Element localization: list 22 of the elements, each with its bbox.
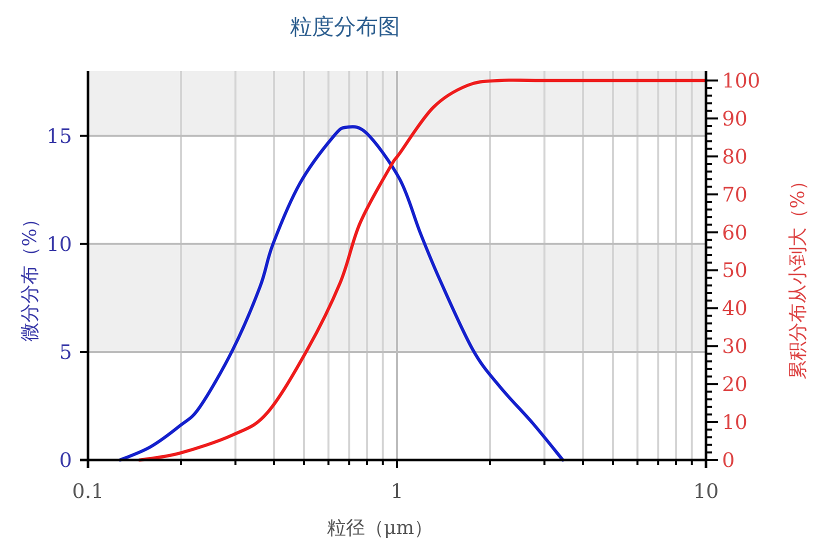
y-tick-label: 10 [46,232,72,256]
y2-tick-label: 100 [722,68,760,92]
y2-axis-title: 累积分布从小到大（%） [787,171,809,380]
x-tick-label: 1 [390,479,404,503]
chart-title: 粒度分布图 [290,15,400,40]
y2-tick-label: 10 [722,410,748,434]
y2-tick-label: 20 [722,372,748,396]
y-tick-label: 5 [59,340,72,364]
y2-tick-label: 30 [722,334,748,358]
y-axis-title: 微分分布（%） [19,209,41,342]
x-tick-label: 0.1 [72,479,104,503]
x-tick-label: 10 [693,479,719,503]
y2-tick-label: 60 [722,220,748,244]
y-tick-label: 15 [46,124,72,148]
y2-tick-label: 80 [722,144,748,168]
y2-tick-label: 90 [722,106,748,130]
y2-tick-label: 50 [722,258,748,282]
y2-tick-label: 0 [722,448,735,472]
x-axis-title: 粒径（μm） [326,517,434,539]
y-tick-label: 0 [59,448,72,472]
y2-tick-label: 40 [722,296,748,320]
y2-tick-label: 70 [722,182,748,206]
